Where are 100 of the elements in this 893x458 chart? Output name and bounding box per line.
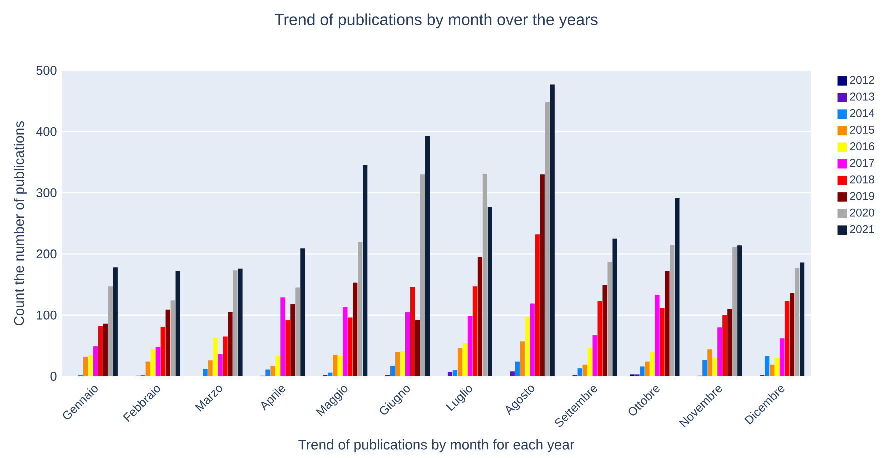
bar: [98, 326, 103, 376]
bar: [598, 301, 602, 376]
bar: [468, 316, 473, 376]
bar: [602, 285, 608, 376]
y-tick-label: 100: [37, 310, 57, 320]
legend-label: 2021: [850, 225, 874, 234]
legend-label: 2018: [850, 175, 874, 184]
bar: [83, 356, 88, 376]
legend-label: 2016: [850, 142, 874, 150]
bar: [458, 348, 463, 376]
bar: [515, 362, 520, 376]
bar: [478, 256, 482, 376]
bar: [765, 356, 770, 376]
bar: [708, 349, 712, 376]
bar: [582, 364, 588, 376]
bar: [608, 262, 612, 376]
bar: [353, 282, 358, 376]
bar: [520, 341, 525, 376]
bar: [348, 318, 353, 376]
bar: [150, 348, 156, 376]
bar: [280, 297, 286, 376]
bar: [223, 336, 228, 376]
bar: [800, 262, 805, 376]
bar: [300, 248, 306, 376]
bar: [390, 366, 396, 376]
bar: [665, 271, 670, 376]
bar: [333, 354, 338, 376]
bar: [712, 358, 718, 376]
bar: [545, 102, 550, 376]
bar: [795, 268, 800, 376]
bar: [218, 354, 223, 376]
bar: [645, 362, 650, 376]
legend-label: 2020: [850, 208, 875, 217]
bar: [266, 370, 270, 376]
bar: [718, 327, 722, 376]
bar: [363, 165, 368, 376]
bar: [290, 304, 296, 376]
bar: [588, 348, 592, 376]
bar: [790, 293, 795, 376]
bar: [640, 366, 645, 376]
bar: [146, 362, 150, 376]
chart-title: Trend of publications by month over the years: [274, 13, 598, 28]
bar: [550, 84, 555, 376]
bar: [358, 242, 363, 376]
y-tick-label: 200: [36, 249, 57, 258]
bar: [156, 346, 160, 376]
bar: [482, 174, 488, 376]
bar: [775, 358, 780, 376]
y-axis-title: Count the number of publications: [14, 121, 27, 326]
bar: [208, 360, 213, 376]
bar: [410, 286, 416, 376]
bar: [592, 335, 598, 376]
bar: [510, 371, 515, 376]
y-tick-label: 500: [36, 66, 57, 75]
bar: [702, 360, 708, 376]
bar: [103, 324, 108, 376]
bar: [425, 136, 430, 376]
bar: [525, 316, 530, 376]
bar: [160, 326, 166, 376]
bar: [655, 294, 660, 376]
legend-label: 2017: [850, 158, 874, 167]
bar: [675, 198, 680, 376]
bar: [88, 354, 93, 376]
bar: [343, 307, 348, 376]
bar: [276, 355, 280, 376]
bar: [785, 301, 790, 376]
bar: [780, 338, 785, 376]
bar: [530, 303, 535, 376]
bar: [170, 300, 176, 376]
legend-label: 2015: [850, 126, 874, 134]
bar: [405, 312, 410, 376]
bar: [462, 343, 468, 376]
bar: [732, 247, 738, 376]
bar: [578, 368, 582, 376]
x-axis-title: Trend of publications by month for each year: [298, 439, 574, 452]
bar: [400, 351, 406, 376]
y-tick-label: 300: [36, 188, 57, 198]
bar: [650, 352, 655, 376]
bar: [448, 372, 453, 376]
bar: [166, 310, 170, 376]
y-tick-label: 0: [50, 372, 57, 381]
bar: [535, 234, 540, 376]
bar: [396, 352, 400, 376]
bar: [296, 288, 300, 376]
bar: [488, 206, 492, 376]
bar: [472, 286, 478, 376]
bar: [728, 308, 732, 376]
bar: [415, 320, 420, 376]
bar: [176, 271, 180, 376]
bar: [233, 270, 238, 376]
bar: [738, 245, 742, 376]
bar: [612, 238, 618, 376]
legend-label: 2012: [850, 76, 874, 84]
bar: [770, 364, 775, 376]
bar: [228, 312, 233, 376]
bar: [113, 267, 118, 376]
y-tick-label: 400: [36, 127, 57, 136]
bar: [328, 372, 333, 376]
bar: [286, 320, 290, 376]
bar: [93, 346, 98, 376]
